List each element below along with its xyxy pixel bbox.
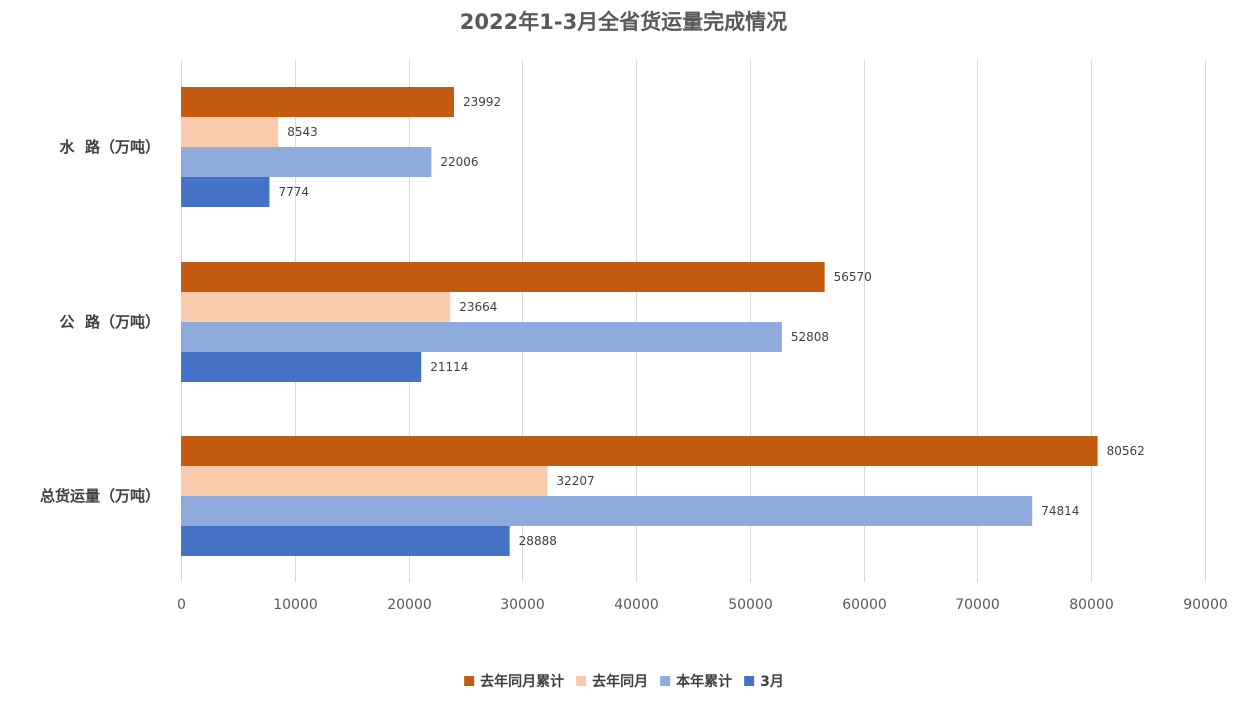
data-label-1-4: 28888 [519, 534, 557, 548]
legend-swatch-3 [660, 676, 671, 686]
data-label-1-1: 80562 [1107, 444, 1145, 458]
x-tick-label-30000: 30000 [500, 597, 545, 613]
x-tick-label-50000: 50000 [728, 597, 773, 613]
data-label-2-2: 23664 [459, 300, 497, 314]
bar-1-1 [181, 436, 1098, 466]
bar-3-1 [181, 87, 454, 117]
bar-2-4 [181, 352, 422, 382]
data-label-2-1: 56570 [834, 270, 872, 284]
legend-label-4: 3月 [760, 674, 784, 690]
data-label-1-3: 74814 [1041, 504, 1079, 518]
data-label-2-4: 21114 [430, 360, 468, 374]
bar-3-3 [181, 147, 432, 177]
bar-2-1 [181, 262, 825, 292]
bar-2-2 [181, 292, 451, 322]
x-tick-label-90000: 90000 [1183, 597, 1228, 613]
x-tick-label-10000: 10000 [273, 597, 318, 613]
bar-2-3 [181, 322, 782, 352]
data-label-3-2: 8543 [287, 125, 318, 139]
x-tick-label-40000: 40000 [614, 597, 659, 613]
x-tick-label-70000: 70000 [955, 597, 1000, 613]
legend-label-3: 本年累计 [676, 673, 732, 690]
data-label-3-4: 7774 [278, 185, 309, 199]
bar-3-4 [181, 177, 270, 207]
category-label-2: 公 路（万吨） [60, 313, 160, 331]
data-label-1-2: 32207 [556, 474, 594, 488]
x-tick-label-20000: 20000 [387, 597, 432, 613]
category-label-3: 水 路（万吨） [60, 138, 160, 156]
bar-3-2 [181, 117, 279, 147]
legend-swatch-4 [744, 676, 755, 686]
bar-1-4 [181, 526, 510, 556]
bar-1-2 [181, 466, 548, 496]
data-label-3-3: 22006 [440, 155, 478, 169]
x-tick-label-60000: 60000 [842, 597, 887, 613]
legend-swatch-2 [576, 676, 587, 686]
x-tick-label-80000: 80000 [1069, 597, 1114, 613]
x-tick-label-0: 0 [177, 597, 186, 613]
data-label-2-3: 52808 [791, 330, 829, 344]
legend-label-2: 去年同月 [592, 673, 648, 690]
legend-label-1: 去年同月累计 [480, 673, 564, 690]
bar-1-3 [181, 496, 1033, 526]
legend-swatch-1 [464, 676, 475, 686]
data-label-3-1: 23992 [463, 95, 501, 109]
category-label-1: 总货运量（万吨） [40, 487, 160, 505]
chart-title: 2022年1-3月全省货运量完成情况 [459, 10, 788, 34]
